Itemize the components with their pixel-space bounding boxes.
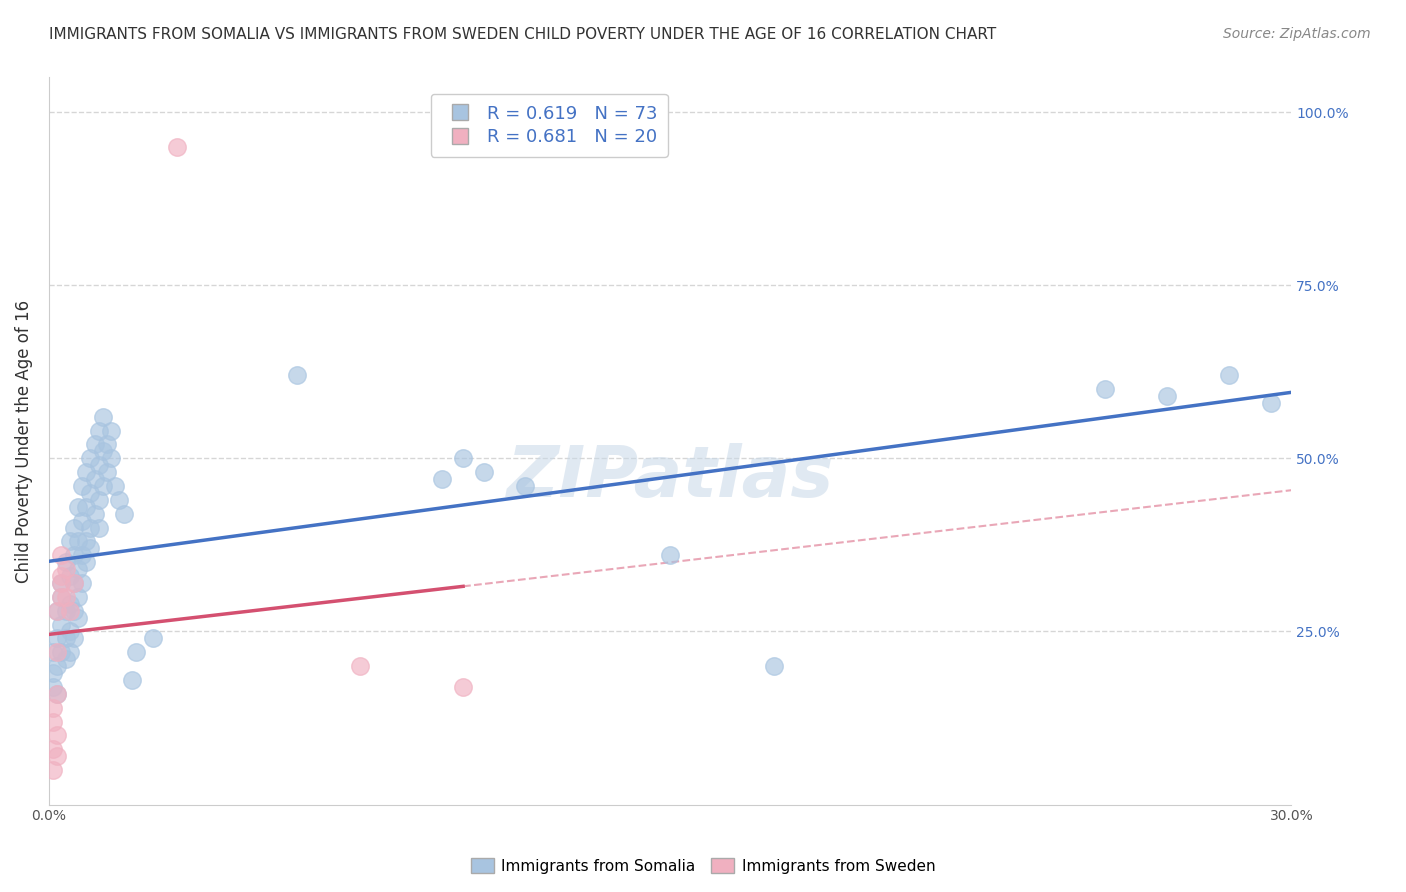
Point — [87, 492, 110, 507]
Point — [83, 472, 105, 486]
Point — [59, 569, 82, 583]
Point — [515, 479, 537, 493]
Point — [59, 645, 82, 659]
Point — [87, 424, 110, 438]
Point — [46, 645, 69, 659]
Point — [91, 444, 114, 458]
Point — [46, 687, 69, 701]
Point — [46, 749, 69, 764]
Text: ZIPatlas: ZIPatlas — [506, 443, 834, 512]
Point — [66, 590, 89, 604]
Point — [100, 451, 122, 466]
Point — [46, 659, 69, 673]
Point — [91, 479, 114, 493]
Point — [104, 479, 127, 493]
Legend: R = 0.619   N = 73, R = 0.681   N = 20: R = 0.619 N = 73, R = 0.681 N = 20 — [430, 94, 668, 157]
Point — [63, 632, 86, 646]
Point — [79, 486, 101, 500]
Point — [55, 632, 77, 646]
Point — [1218, 368, 1240, 383]
Point — [42, 700, 65, 714]
Point — [63, 576, 86, 591]
Point — [63, 520, 86, 534]
Point — [46, 604, 69, 618]
Point — [96, 465, 118, 479]
Point — [55, 562, 77, 576]
Point — [75, 534, 97, 549]
Point — [70, 576, 93, 591]
Point — [42, 763, 65, 777]
Point — [63, 604, 86, 618]
Point — [75, 500, 97, 514]
Point — [125, 645, 148, 659]
Point — [75, 555, 97, 569]
Point — [42, 680, 65, 694]
Point — [59, 604, 82, 618]
Text: Source: ZipAtlas.com: Source: ZipAtlas.com — [1223, 27, 1371, 41]
Legend: Immigrants from Somalia, Immigrants from Sweden: Immigrants from Somalia, Immigrants from… — [465, 852, 941, 880]
Point — [59, 624, 82, 639]
Point — [59, 597, 82, 611]
Y-axis label: Child Poverty Under the Age of 16: Child Poverty Under the Age of 16 — [15, 300, 32, 582]
Point — [51, 576, 73, 591]
Point — [100, 424, 122, 438]
Point — [66, 610, 89, 624]
Point — [79, 520, 101, 534]
Point — [472, 465, 495, 479]
Point — [46, 632, 69, 646]
Point — [70, 479, 93, 493]
Point — [79, 541, 101, 556]
Point — [70, 514, 93, 528]
Point — [55, 604, 77, 618]
Point — [59, 534, 82, 549]
Point — [55, 652, 77, 666]
Point — [46, 604, 69, 618]
Point — [42, 645, 65, 659]
Point — [166, 139, 188, 153]
Point — [1260, 396, 1282, 410]
Point — [66, 534, 89, 549]
Point — [83, 507, 105, 521]
Point — [46, 687, 69, 701]
Point — [762, 659, 785, 673]
Point — [91, 409, 114, 424]
Point — [51, 569, 73, 583]
Point — [96, 437, 118, 451]
Point — [55, 555, 77, 569]
Text: IMMIGRANTS FROM SOMALIA VS IMMIGRANTS FROM SWEDEN CHILD POVERTY UNDER THE AGE OF: IMMIGRANTS FROM SOMALIA VS IMMIGRANTS FR… — [49, 27, 997, 42]
Point — [75, 465, 97, 479]
Point — [659, 549, 682, 563]
Point — [451, 451, 474, 466]
Point — [432, 472, 454, 486]
Point — [51, 617, 73, 632]
Point — [1094, 382, 1116, 396]
Point — [42, 666, 65, 681]
Point — [349, 659, 371, 673]
Point — [51, 590, 73, 604]
Point — [451, 680, 474, 694]
Point — [66, 500, 89, 514]
Point — [63, 549, 86, 563]
Point — [87, 458, 110, 473]
Point — [121, 673, 143, 687]
Point — [83, 437, 105, 451]
Point — [51, 576, 73, 591]
Point — [112, 507, 135, 521]
Point — [70, 549, 93, 563]
Point — [1156, 389, 1178, 403]
Point — [51, 549, 73, 563]
Point — [287, 368, 309, 383]
Point — [141, 632, 163, 646]
Point — [42, 714, 65, 729]
Point — [51, 645, 73, 659]
Point — [51, 590, 73, 604]
Point — [55, 590, 77, 604]
Point — [46, 728, 69, 742]
Point — [108, 492, 131, 507]
Point — [79, 451, 101, 466]
Point — [66, 562, 89, 576]
Point — [42, 742, 65, 756]
Point — [63, 576, 86, 591]
Point — [87, 520, 110, 534]
